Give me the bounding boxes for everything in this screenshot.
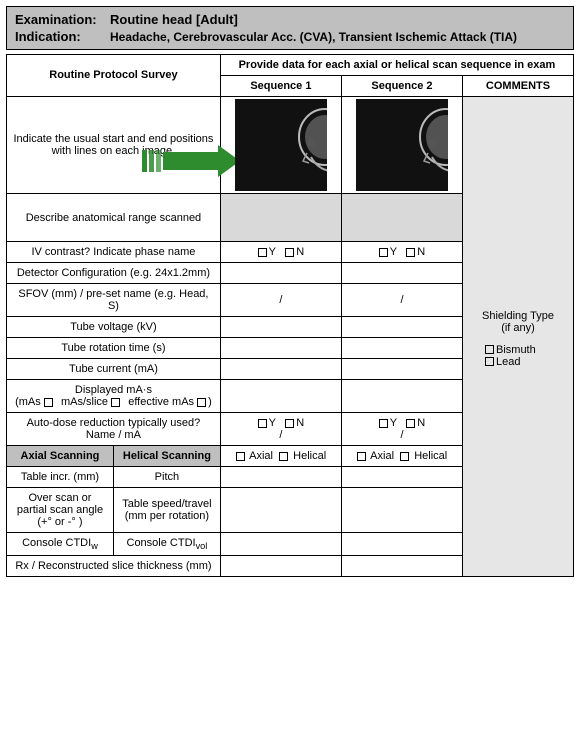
seq1-r3[interactable] [220, 533, 341, 556]
shielding-ifany: (if any) [469, 322, 567, 334]
checkbox-helical[interactable] [400, 452, 409, 461]
seq1-iv[interactable]: Y N [220, 242, 341, 263]
row-tube-rot: Tube rotation time (s) [7, 338, 221, 359]
checkbox-n[interactable] [285, 419, 294, 428]
seq2-sfov[interactable]: / [341, 284, 462, 317]
checkbox-y[interactable] [379, 419, 388, 428]
instr-positions-cell: Indicate the usual start and end positio… [7, 97, 221, 194]
row-iv: IV contrast? Indicate phase name [7, 242, 221, 263]
seq1-mas[interactable] [220, 380, 341, 413]
seq1-sfov[interactable]: / [220, 284, 341, 317]
row-tube-cur: Tube current (mA) [7, 359, 221, 380]
checkbox-y[interactable] [258, 248, 267, 257]
indication-label: Indication: [15, 29, 100, 44]
seq2-det[interactable] [341, 263, 462, 284]
checkbox-mas2[interactable] [111, 398, 120, 407]
seq2-anat[interactable] [341, 194, 462, 242]
seq2-iv[interactable]: Y N [341, 242, 462, 263]
exam-header: Examination: Routine head [Adult] Indica… [6, 6, 574, 50]
seq2-tube-v[interactable] [341, 317, 462, 338]
row-auto: Auto-dose reduction typically used? Name… [7, 413, 221, 446]
checkbox-bismuth[interactable] [485, 345, 494, 354]
helical-header: Helical Scanning [113, 446, 220, 467]
protocol-table: Routine Protocol Survey Provide data for… [6, 54, 574, 577]
indication-value: Headache, Cerebrovascular Acc. (CVA), Tr… [110, 30, 517, 44]
row-mas: Displayed mA·s (mAs mAs/slice effective … [7, 380, 221, 413]
checkbox-n[interactable] [285, 248, 294, 257]
skull-image-2 [356, 99, 448, 191]
checkbox-axial[interactable] [357, 452, 366, 461]
col-seq2: Sequence 2 [341, 76, 462, 97]
row-ctdi-vol: Console CTDIvol [113, 533, 220, 556]
seq1-scan-type[interactable]: Axial Helical [220, 446, 341, 467]
seq1-image-cell [220, 97, 341, 194]
checkbox-helical[interactable] [279, 452, 288, 461]
seq2-r2[interactable] [341, 488, 462, 533]
checkbox-lead[interactable] [485, 357, 494, 366]
seq2-image-cell [341, 97, 462, 194]
checkbox-n[interactable] [406, 419, 415, 428]
row-anat: Describe anatomical range scanned [7, 194, 221, 242]
seq2-r4[interactable] [341, 556, 462, 577]
seq1-tube-v[interactable] [220, 317, 341, 338]
checkbox-mas3[interactable] [197, 398, 206, 407]
row-det: Detector Configuration (e.g. 24x1.2mm) [7, 263, 221, 284]
exam-value: Routine head [Adult] [110, 12, 238, 27]
seq1-det[interactable] [220, 263, 341, 284]
row-table-incr: Table incr. (mm) [7, 467, 114, 488]
instr-header: Provide data for each axial or helical s… [220, 55, 573, 76]
seq2-scan-type[interactable]: Axial Helical [341, 446, 462, 467]
seq2-tube-cur[interactable] [341, 359, 462, 380]
axial-header: Axial Scanning [7, 446, 114, 467]
seq1-r1[interactable] [220, 467, 341, 488]
comments-column: Shielding Type (if any) Bismuth Lead [463, 97, 574, 577]
seq2-auto[interactable]: Y N / [341, 413, 462, 446]
seq1-auto[interactable]: Y N / [220, 413, 341, 446]
seq1-tube-rot[interactable] [220, 338, 341, 359]
checkbox-y[interactable] [379, 248, 388, 257]
row-table-speed: Table speed/travel (mm per rotation) [113, 488, 220, 533]
seq2-tube-rot[interactable] [341, 338, 462, 359]
checkbox-mas1[interactable] [44, 398, 53, 407]
skull-image-1 [235, 99, 327, 191]
survey-title: Routine Protocol Survey [7, 55, 221, 97]
row-ctdi-w: Console CTDIw [7, 533, 114, 556]
col-seq1: Sequence 1 [220, 76, 341, 97]
row-overscan: Over scan or partial scan angle (+° or -… [7, 488, 114, 533]
opt-lead: Lead [496, 356, 520, 368]
seq1-r2[interactable] [220, 488, 341, 533]
checkbox-y[interactable] [258, 419, 267, 428]
opt-bismuth: Bismuth [496, 344, 536, 356]
row-slice-thickness: Rx / Reconstructed slice thickness (mm) [7, 556, 221, 577]
row-pitch: Pitch [113, 467, 220, 488]
arrow-icon [142, 145, 240, 177]
seq1-r4[interactable] [220, 556, 341, 577]
exam-label: Examination: [15, 12, 100, 27]
seq1-tube-cur[interactable] [220, 359, 341, 380]
shielding-label: Shielding Type [469, 310, 567, 322]
checkbox-axial[interactable] [236, 452, 245, 461]
seq2-r1[interactable] [341, 467, 462, 488]
seq2-r3[interactable] [341, 533, 462, 556]
col-comments: COMMENTS [463, 76, 574, 97]
seq1-anat[interactable] [220, 194, 341, 242]
checkbox-n[interactable] [406, 248, 415, 257]
seq2-mas[interactable] [341, 380, 462, 413]
row-sfov: SFOV (mm) / pre-set name (e.g. Head, S) [7, 284, 221, 317]
row-tube-v: Tube voltage (kV) [7, 317, 221, 338]
